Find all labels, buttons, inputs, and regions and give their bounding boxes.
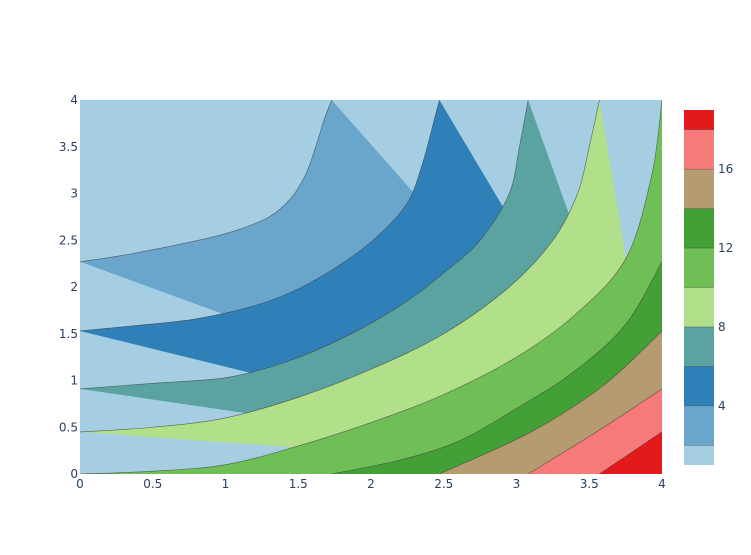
y-axis: 0 0.5 1 1.5 2 2.5 3 3.5 4 — [59, 93, 78, 481]
colorbar-tick-label: 4 — [718, 399, 726, 413]
contour-line-14 — [439, 330, 662, 474]
y-tick-label: 3 — [70, 187, 78, 201]
y-tick-label: 3.5 — [59, 140, 78, 154]
y-tick-label: 0.5 — [59, 420, 78, 434]
contour-line-4 — [80, 100, 440, 332]
colorbar[interactable]: 4 8 12 16 — [684, 110, 733, 465]
colorbar-band — [684, 326, 714, 367]
colorbar-band — [684, 129, 714, 170]
colorbar-tick-label: 12 — [718, 241, 733, 255]
contour-line-12 — [331, 261, 662, 474]
x-tick-label: 3 — [513, 477, 521, 491]
y-tick-label: 1.5 — [59, 327, 78, 341]
y-tick-label: 2 — [70, 280, 78, 294]
x-tick-label: 1.5 — [289, 477, 308, 491]
colorbar-band — [684, 366, 714, 406]
x-axis: 0 0.5 1 1.5 2 2.5 3 3.5 4 — [76, 477, 666, 491]
colorbar-band — [684, 110, 714, 130]
contour-line-10 — [80, 100, 662, 474]
colorbar-band — [684, 248, 714, 288]
contour-line-8 — [80, 100, 600, 433]
x-tick-label: 0.5 — [143, 477, 162, 491]
y-tick-label: 1 — [70, 374, 78, 388]
contour-region-16 — [528, 388, 662, 474]
x-tick-label: 3.5 — [580, 477, 599, 491]
x-tick-label: 2 — [367, 477, 375, 491]
x-tick-label: 1 — [222, 477, 230, 491]
x-tick-label: 0 — [76, 477, 84, 491]
contour-line-6 — [80, 100, 529, 390]
y-tick-label: 0 — [70, 467, 78, 481]
contour-region-10 — [80, 100, 662, 474]
colorbar-band — [684, 169, 714, 209]
contour-line-16 — [527, 388, 662, 474]
colorbar-band — [684, 405, 714, 446]
colorbar-band — [684, 287, 714, 327]
colorbar-tick-label: 8 — [718, 320, 726, 334]
y-tick-label: 4 — [70, 93, 78, 107]
colorbar-tick-label: 16 — [718, 162, 733, 176]
plot-area[interactable] — [80, 100, 662, 474]
colorbar-band — [684, 445, 714, 465]
x-tick-label: 4 — [658, 477, 666, 491]
y-tick-label: 2.5 — [59, 233, 78, 247]
x-tick-label: 2.5 — [434, 477, 453, 491]
contour-line-18 — [599, 431, 662, 474]
colorbar-band — [684, 208, 714, 249]
contour-line-2 — [80, 100, 332, 263]
